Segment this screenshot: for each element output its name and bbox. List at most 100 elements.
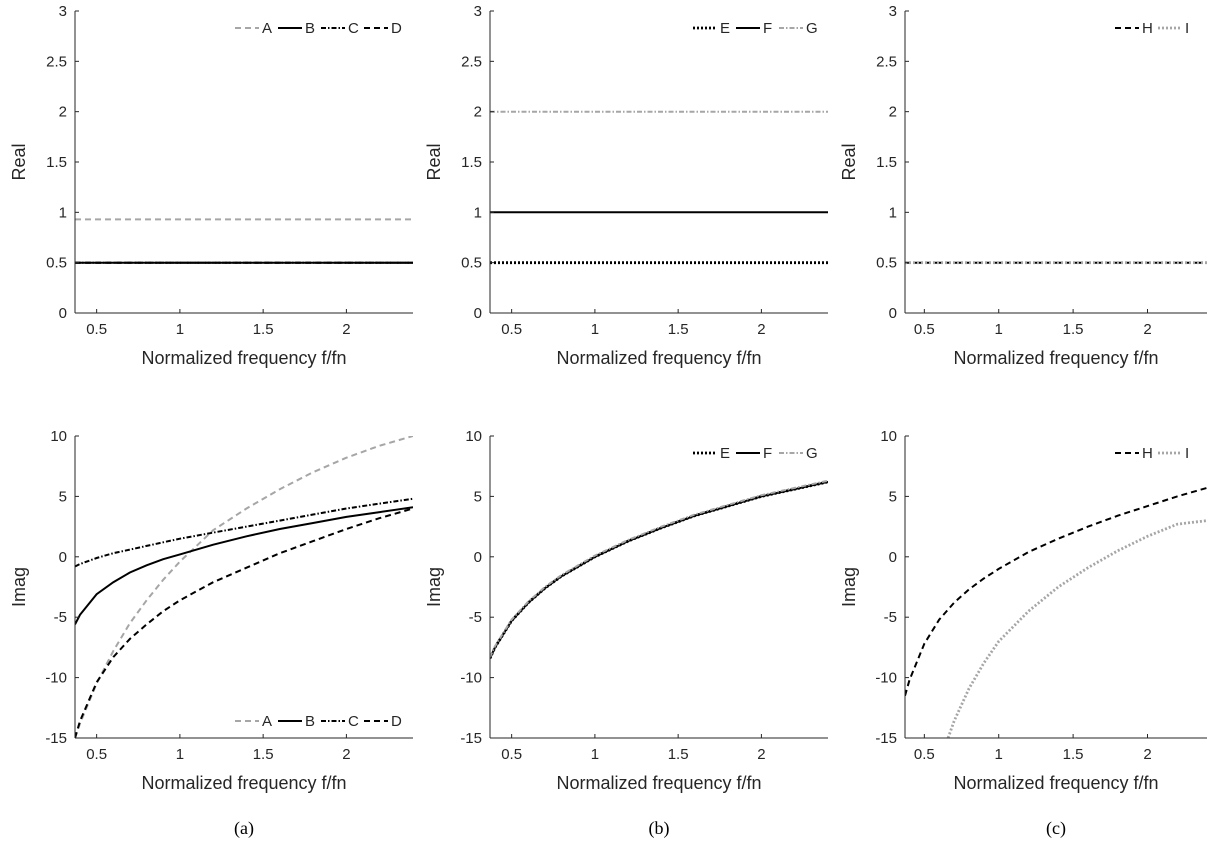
x-axis-label: Normalized frequency f/fn [141, 773, 346, 793]
legend: E F G [693, 20, 818, 37]
series-line-A [75, 436, 413, 738]
y-tick-label: 2.5 [461, 53, 482, 70]
series-line-H [905, 486, 1207, 696]
y-tick-label: 2 [474, 104, 482, 121]
x-tick-label: 2 [1143, 321, 1151, 338]
y-axis-label: Real [424, 143, 444, 180]
y-tick-label: 0 [889, 305, 897, 322]
chart-panel-c-top: 0.5 1 1.5 2 0 0.5 1 1.5 2 2.5 3 Normalized frequenc… [839, 3, 1207, 368]
x-tick-label: 2 [757, 321, 765, 338]
chart-panel-a-bottom: 0.5 1 1.5 2 -15 -10 -5 0 5 10 Normalized frequency… [9, 428, 413, 793]
y-axis-label: Imag [839, 567, 859, 607]
x-tick-label: 1.5 [668, 746, 689, 763]
y-tick-label: -15 [875, 730, 897, 747]
y-tick-label: 0 [474, 549, 482, 566]
legend-label-A: A [262, 20, 272, 37]
legend-label-D: D [391, 20, 402, 37]
series-line-D [75, 507, 413, 738]
y-tick-label: 2 [59, 104, 67, 121]
series-line-B [75, 506, 413, 625]
y-tick-label: 0 [59, 549, 67, 566]
y-tick-label: -5 [54, 609, 67, 626]
legend-label-C: C [348, 20, 359, 37]
series-line-C [75, 497, 413, 568]
legend-label-F: F [763, 445, 772, 462]
x-tick-label: 1 [995, 321, 1003, 338]
y-axis-label: Real [9, 143, 29, 180]
chart-panel-c-bottom: 0.5 1 1.5 2 -15 -10 -5 0 5 10 Normalized frequency… [839, 428, 1207, 793]
legend-label-B: B [305, 20, 315, 37]
y-tick-label: 3 [474, 3, 482, 20]
x-axis-label: Normalized frequency f/fn [953, 348, 1158, 368]
y-tick-label: 1 [59, 204, 67, 221]
legend-label-H: H [1142, 445, 1153, 462]
x-tick-label: 0.5 [501, 746, 522, 763]
x-tick-label: 0.5 [501, 321, 522, 338]
series-line-G [490, 479, 828, 658]
y-tick-label: -5 [469, 609, 482, 626]
x-tick-label: 1.5 [1063, 746, 1084, 763]
x-tick-label: 1.5 [253, 746, 274, 763]
y-tick-label: 0.5 [46, 255, 67, 272]
y-tick-label: 10 [50, 428, 67, 445]
series-line-F [490, 480, 828, 659]
x-tick-label: 1 [176, 746, 184, 763]
x-axis-label: Normalized frequency f/fn [953, 773, 1158, 793]
y-tick-label: 1.5 [876, 154, 897, 171]
x-tick-label: 2 [1143, 746, 1151, 763]
y-tick-label: 1.5 [46, 154, 67, 171]
legend-label-I: I [1185, 445, 1189, 462]
panel-caption: (b) [649, 818, 670, 839]
y-tick-label: 1 [889, 204, 897, 221]
legend-label-A: A [262, 713, 272, 730]
x-tick-label: 2 [342, 746, 350, 763]
legend-label-B: B [305, 713, 315, 730]
legend-label-E: E [720, 445, 730, 462]
y-tick-label: 0.5 [876, 255, 897, 272]
y-tick-label: -15 [45, 730, 67, 747]
y-tick-label: 1 [474, 204, 482, 221]
y-tick-label: 3 [59, 3, 67, 20]
legend: E F G [693, 445, 818, 462]
legend-label-C: C [348, 713, 359, 730]
series-line-E [490, 480, 828, 659]
x-tick-label: 0.5 [86, 746, 107, 763]
panel-caption: (a) [234, 818, 254, 839]
x-axis-label: Normalized frequency f/fn [556, 773, 761, 793]
y-tick-label: 5 [889, 488, 897, 505]
legend: A B C D [235, 713, 402, 730]
legend-label-D: D [391, 713, 402, 730]
x-tick-label: 0.5 [914, 746, 935, 763]
x-tick-label: 1 [995, 746, 1003, 763]
y-tick-label: -10 [875, 670, 897, 687]
panel-caption: (c) [1046, 818, 1066, 839]
chart-panel-b-bottom: 0.5 1 1.5 2 -15 -10 -5 0 5 10 Normalized frequency… [424, 428, 828, 793]
y-tick-label: 2.5 [876, 53, 897, 70]
y-tick-label: 0.5 [461, 255, 482, 272]
x-axis-label: Normalized frequency f/fn [141, 348, 346, 368]
y-axis-label: Imag [424, 567, 444, 607]
x-tick-label: 1.5 [668, 321, 689, 338]
series-line-I [946, 519, 1207, 738]
x-tick-label: 2 [342, 321, 350, 338]
y-axis-label: Real [839, 143, 859, 180]
y-tick-label: 0 [889, 549, 897, 566]
y-tick-label: 0 [59, 305, 67, 322]
x-tick-label: 1 [591, 321, 599, 338]
x-tick-label: 2 [757, 746, 765, 763]
y-tick-label: -10 [45, 670, 67, 687]
x-axis-label: Normalized frequency f/fn [556, 348, 761, 368]
y-tick-label: -15 [460, 730, 482, 747]
legend-label-I: I [1185, 20, 1189, 37]
y-tick-label: 10 [465, 428, 482, 445]
y-tick-label: 2 [889, 104, 897, 121]
legend-label-G: G [806, 20, 818, 37]
legend-label-E: E [720, 20, 730, 37]
chart-panel-a-top: 0.5 1 1.5 2 0 0.5 1 1.5 2 2.5 3 Normalized frequenc… [9, 3, 413, 368]
x-tick-label: 1.5 [1063, 321, 1084, 338]
chart-panel-b-top: 0.5 1 1.5 2 0 0.5 1 1.5 2 2.5 3 Normalized frequenc… [424, 3, 828, 368]
y-tick-label: -5 [884, 609, 897, 626]
